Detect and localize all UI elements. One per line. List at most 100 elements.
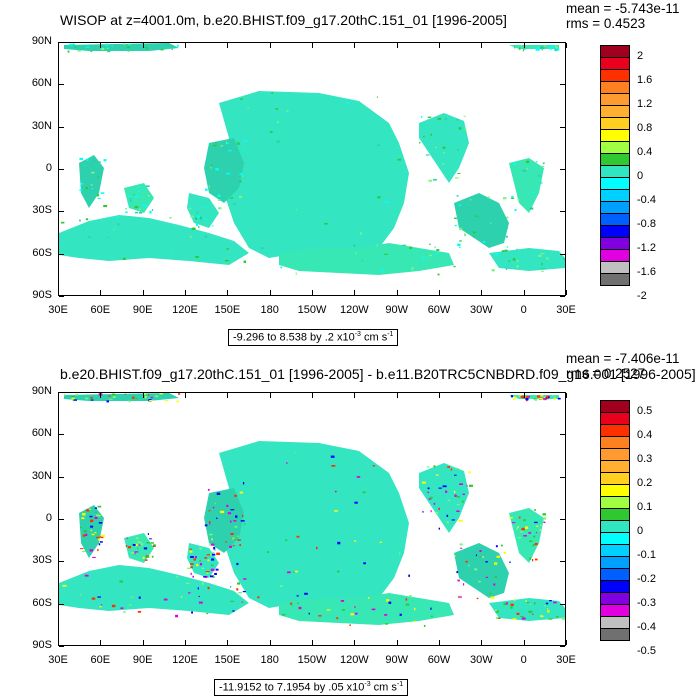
x-tick-mark: [58, 43, 59, 48]
field-speckle: [377, 196, 381, 199]
field-speckle: [191, 227, 196, 230]
x-tick-label: 150E: [214, 304, 241, 316]
field-speckle: [90, 190, 95, 193]
y-tick-mark: [59, 646, 64, 647]
field-speckle: [458, 127, 462, 130]
field-speckle: [243, 578, 247, 580]
field-speckle: [170, 249, 172, 252]
field-speckle: [159, 393, 163, 395]
field-speckle: [458, 204, 462, 206]
field-speckle: [286, 110, 289, 112]
field-speckle: [456, 195, 459, 197]
field-speckle: [280, 266, 283, 269]
field-speckle: [435, 146, 437, 149]
field-speckle: [517, 526, 519, 528]
field-speckle: [459, 543, 463, 546]
field-speckle: [230, 197, 234, 199]
y-tick-label: 60S: [32, 596, 52, 609]
field-speckle: [176, 400, 179, 403]
field-speckle: [207, 559, 210, 562]
field-speckle: [147, 533, 149, 535]
field-speckle: [532, 559, 534, 562]
field-speckle: [291, 605, 293, 607]
field-speckle: [297, 602, 299, 605]
x-tick-mark: [185, 43, 186, 48]
field-speckle: [447, 499, 451, 501]
field-speckle: [64, 393, 66, 397]
field-speckle: [213, 575, 215, 578]
field-speckle: [276, 140, 281, 143]
field-speckle: [361, 259, 364, 262]
field-speckle: [517, 199, 520, 201]
field-speckle: [95, 511, 97, 513]
x-tick-mark: [354, 43, 356, 48]
field-speckle: [475, 215, 479, 217]
field-speckle: [199, 216, 202, 220]
field-speckle: [380, 269, 384, 272]
field-speckle: [143, 547, 148, 550]
x-tick-label: 120E: [172, 654, 198, 666]
field-speckle: [79, 189, 83, 192]
field-speckle: [160, 49, 164, 51]
field-speckle: [482, 556, 484, 558]
field-speckle: [75, 46, 76, 48]
field-speckle: [423, 624, 426, 627]
x-tick-label: 60W: [427, 304, 451, 316]
field-speckle: [296, 535, 300, 538]
x-tick-mark: [354, 640, 356, 645]
field-speckle: [242, 175, 244, 177]
field-speckle: [91, 165, 93, 168]
y-tick-mark: [59, 126, 64, 128]
field-speckle: [472, 231, 476, 234]
contour-range-exponent: -3: [364, 681, 371, 688]
field-speckle: [316, 546, 318, 550]
field-speckle: [201, 582, 204, 585]
colorbar-label: 1.6: [637, 74, 653, 86]
field-speckle: [233, 189, 236, 191]
x-tick-label: 90E: [132, 654, 153, 666]
field-speckle: [96, 531, 98, 533]
ocean-region: [279, 243, 454, 275]
field-speckle: [385, 623, 388, 625]
field-speckle: [112, 393, 116, 396]
field-speckle: [112, 395, 116, 398]
field-speckle: [465, 560, 468, 563]
field-speckle: [539, 615, 544, 617]
field-speckle: [501, 250, 505, 252]
x-tick-mark: [58, 393, 59, 398]
field-speckle: [296, 595, 299, 597]
field-speckle: [149, 210, 152, 214]
x-tick-label: 90W: [385, 654, 408, 666]
y-tick-mark: [59, 519, 64, 520]
field-speckle: [230, 509, 235, 511]
field-speckle: [428, 179, 433, 182]
field-speckle: [188, 592, 191, 594]
field-speckle: [105, 43, 109, 46]
field-speckle: [280, 585, 283, 587]
field-speckle: [534, 521, 538, 524]
field-speckle: [169, 217, 172, 219]
y-tick-label: 60S: [32, 246, 52, 259]
field-speckle: [224, 260, 229, 262]
field-speckle: [196, 223, 198, 227]
field-speckle: [429, 254, 432, 257]
map-field: [59, 43, 565, 295]
field-speckle: [211, 543, 215, 546]
field-speckle: [537, 395, 541, 398]
field-speckle: [526, 602, 530, 604]
y-tick-mark: [560, 434, 565, 436]
field-speckle: [372, 465, 376, 467]
field-speckle: [356, 476, 361, 478]
field-speckle: [239, 491, 244, 494]
field-speckle: [495, 609, 497, 611]
field-speckle: [490, 222, 492, 224]
field-speckle: [451, 519, 455, 521]
field-speckle: [213, 144, 217, 147]
field-speckle: [470, 199, 472, 201]
field-speckle: [225, 141, 227, 144]
field-speckle: [195, 256, 199, 258]
field-speckle: [517, 536, 521, 539]
field-speckle: [101, 604, 103, 606]
field-speckle: [554, 48, 558, 52]
field-speckle: [106, 47, 109, 50]
